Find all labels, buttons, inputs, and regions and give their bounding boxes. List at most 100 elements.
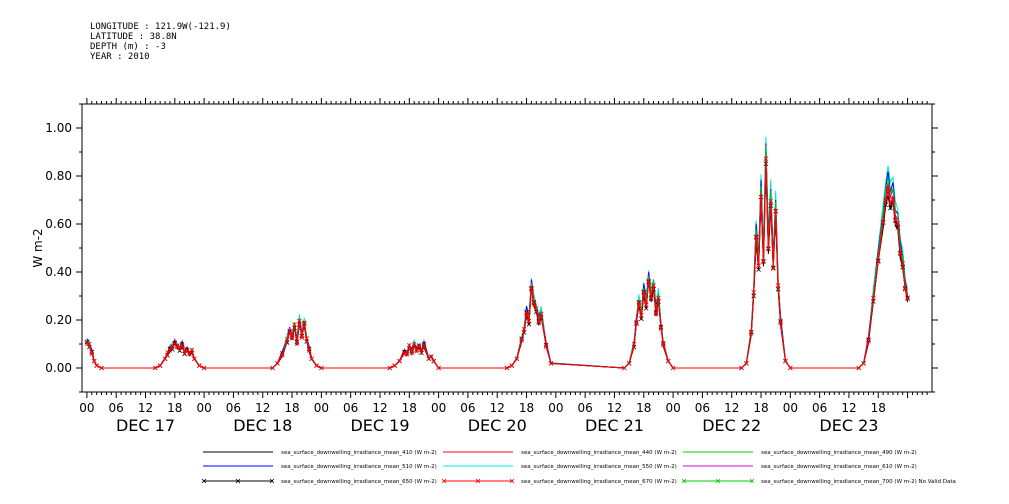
series-point bbox=[888, 205, 893, 211]
legend-item: sea_surface_downwelling_irradiance_mean_… bbox=[443, 464, 677, 470]
x-tick-label: 12 bbox=[841, 401, 856, 415]
series-point bbox=[519, 338, 524, 343]
series-point bbox=[626, 361, 632, 366]
longitude-label: LONGITUDE : 121.9W(-121.9) bbox=[90, 22, 231, 32]
x-tick-label: 18 bbox=[753, 401, 768, 415]
series-point bbox=[319, 365, 324, 371]
series-point bbox=[866, 339, 871, 344]
series-point bbox=[196, 363, 202, 368]
legend-label: sea_surface_downwelling_irradiance_mean_… bbox=[521, 450, 677, 456]
series-point bbox=[621, 365, 627, 371]
legend-label: sea_surface_downwelling_irradiance_mean_… bbox=[281, 479, 437, 485]
series-point bbox=[187, 351, 192, 357]
x-tick-label: 18 bbox=[636, 401, 651, 415]
x-day-label: DEC 18 bbox=[233, 416, 292, 435]
legend-marker bbox=[201, 478, 207, 484]
series-group bbox=[84, 136, 910, 371]
x-tick-label: 06 bbox=[226, 401, 241, 415]
series-point bbox=[766, 246, 771, 252]
series-point bbox=[656, 295, 661, 301]
series-point bbox=[404, 351, 410, 357]
y-tick-label: 0.00 bbox=[45, 361, 72, 375]
legend-item: sea_surface_downwelling_irradiance_mean_… bbox=[203, 450, 437, 456]
legend-marker bbox=[681, 478, 687, 484]
series-point bbox=[670, 365, 676, 371]
series-point bbox=[753, 235, 759, 240]
series-point bbox=[788, 365, 793, 371]
series-point bbox=[636, 301, 642, 306]
series-point bbox=[89, 351, 95, 357]
series-point bbox=[287, 330, 292, 336]
series-point bbox=[861, 361, 866, 366]
series-point bbox=[387, 365, 393, 371]
series-point bbox=[761, 259, 766, 265]
legend-marker bbox=[715, 478, 721, 484]
series-point bbox=[275, 361, 280, 366]
series-point bbox=[192, 356, 197, 362]
legend-label: sea_surface_downwelling_irradiance_mean_… bbox=[281, 450, 437, 456]
series-point bbox=[751, 290, 756, 295]
x-tick-label: 18 bbox=[402, 401, 417, 415]
series-line bbox=[86, 166, 909, 369]
legend-label: sea_surface_downwelling_irradiance_mean_… bbox=[761, 464, 917, 470]
series-point bbox=[758, 194, 764, 200]
series-point bbox=[905, 296, 910, 302]
legend-item: sea_surface_downwelling_irradiance_mean_… bbox=[201, 478, 437, 485]
series-point bbox=[414, 349, 419, 354]
series-point bbox=[888, 201, 893, 206]
legend-item: sea_surface_downwelling_irradiance_mean_… bbox=[681, 478, 956, 485]
series-point bbox=[871, 295, 876, 301]
x-tick-label: 12 bbox=[255, 401, 270, 415]
x-day-label: DEC 21 bbox=[585, 416, 644, 435]
series-line bbox=[86, 151, 909, 369]
series-4 bbox=[86, 143, 909, 369]
series-point bbox=[902, 286, 908, 292]
legend-marker bbox=[441, 478, 447, 484]
series-point bbox=[883, 197, 888, 203]
legend-item: sea_surface_downwelling_irradiance_mean_… bbox=[683, 450, 917, 456]
series-point bbox=[763, 156, 769, 162]
x-tick-label: 12 bbox=[724, 401, 739, 415]
series-point bbox=[309, 356, 314, 362]
x-day-label: DEC 19 bbox=[350, 416, 409, 435]
series-point bbox=[521, 326, 527, 332]
x-tick-label: 00 bbox=[431, 401, 446, 415]
legend-marker bbox=[269, 478, 275, 484]
series-point bbox=[875, 259, 881, 264]
series-point bbox=[648, 296, 654, 302]
series-point bbox=[658, 326, 664, 331]
x-tick-label: 06 bbox=[812, 401, 827, 415]
series-point bbox=[306, 348, 312, 353]
legend-item: sea_surface_downwelling_irradiance_mean_… bbox=[683, 464, 917, 470]
series-point bbox=[856, 365, 862, 371]
series-point bbox=[773, 209, 778, 214]
series-point bbox=[165, 349, 170, 355]
x-tick-label: 06 bbox=[578, 401, 593, 415]
series-point bbox=[314, 363, 319, 368]
series-point bbox=[643, 306, 649, 311]
series-point bbox=[778, 320, 783, 326]
series-point bbox=[543, 344, 549, 350]
legend-marker bbox=[509, 478, 515, 484]
series-point bbox=[538, 311, 544, 317]
series-point bbox=[270, 365, 275, 371]
series-point bbox=[880, 220, 886, 226]
series-point bbox=[162, 356, 168, 362]
series-point bbox=[748, 331, 754, 336]
series-line bbox=[86, 145, 909, 369]
plot-frame bbox=[81, 103, 933, 393]
y-tick-label: 0.80 bbox=[45, 169, 72, 183]
series-point bbox=[665, 358, 671, 364]
series-point bbox=[431, 358, 437, 364]
series-point bbox=[739, 365, 744, 371]
series-line bbox=[86, 159, 909, 369]
series-point bbox=[526, 318, 532, 324]
series-point bbox=[504, 365, 510, 371]
legend-marker bbox=[235, 478, 241, 484]
x-tick-label: 12 bbox=[138, 401, 153, 415]
x-day-label: DEC 23 bbox=[819, 416, 878, 435]
x-tick-label: 18 bbox=[871, 401, 886, 415]
series-1 bbox=[86, 166, 909, 369]
series-point bbox=[900, 261, 905, 266]
